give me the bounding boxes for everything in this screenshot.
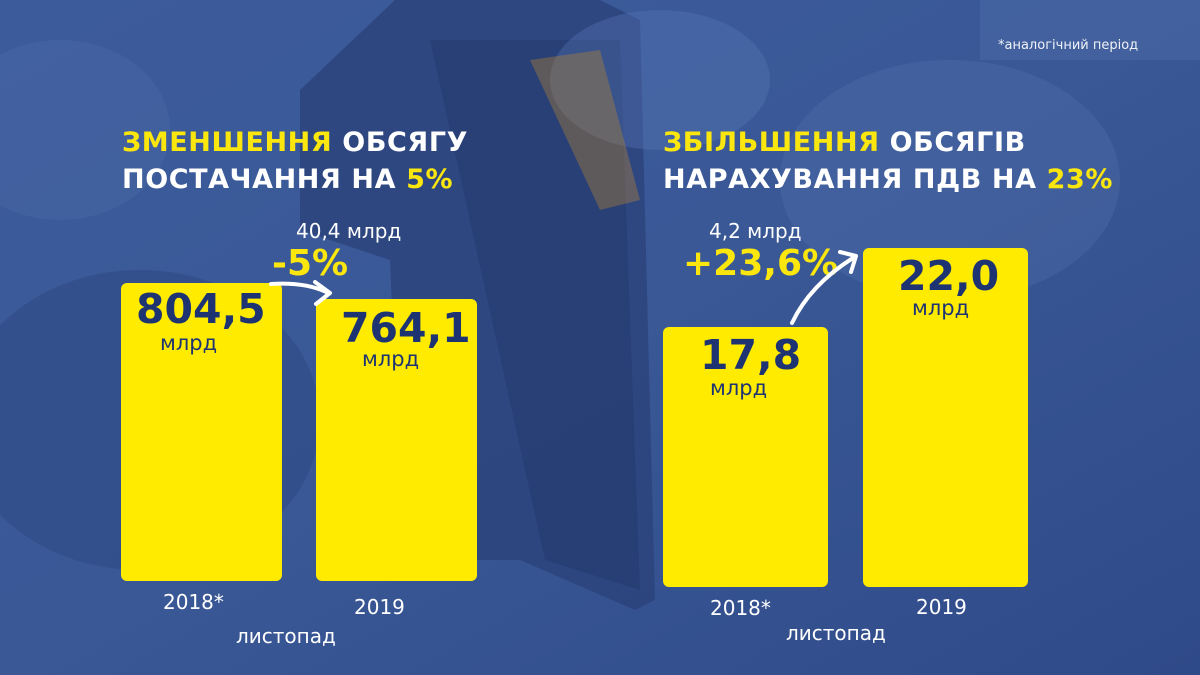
chart1-value-2018: 804,5 <box>136 285 266 333</box>
chart2-difference: 4,2 млрд <box>709 219 802 243</box>
chart1-curved-arrow-icon <box>269 280 332 306</box>
chart1-unit-2018: млрд <box>160 331 218 355</box>
chart1-title-highlight: ЗМЕНШЕННЯ <box>122 127 333 158</box>
chart2-title: ЗБІЛЬШЕННЯ ОБСЯГІВ НАРАХУВАННЯ ПДВ НА 23… <box>663 124 1113 198</box>
chart1-change: -5% <box>272 243 349 284</box>
chart1-xlabel: листопад <box>236 624 336 648</box>
footnote: *аналогічний період <box>998 38 1139 53</box>
chart2-category-2018: 2018* <box>710 596 771 620</box>
chart2-value-2019: 22,0 <box>898 252 1000 300</box>
chart2-category-2019: 2019 <box>916 595 967 619</box>
chart1-category-2018: 2018* <box>163 590 224 614</box>
chart1-title-percent: 5% <box>406 164 454 195</box>
chart2-bar-2019 <box>863 248 1028 587</box>
chart2-title-percent: 23% <box>1046 164 1114 195</box>
chart2-unit-2019: млрд <box>912 296 970 320</box>
chart1-bar-2019 <box>316 299 477 581</box>
chart1-title: ЗМЕНШЕННЯ ОБСЯГУ ПОСТАЧАННЯ НА 5% <box>122 124 468 198</box>
chart1-value-2019: 764,1 <box>341 304 471 352</box>
chart2-xlabel: листопад <box>786 621 886 645</box>
chart1-category-2019: 2019 <box>354 595 405 619</box>
chart1-title-text: ОБСЯГУ <box>332 127 469 158</box>
chart2-title-highlight: ЗБІЛЬШЕННЯ <box>663 127 880 158</box>
chart1-unit-2019: млрд <box>362 347 420 371</box>
chart1-bar-2018 <box>121 283 282 581</box>
chart2-value-2018: 17,8 <box>700 331 802 379</box>
chart1-difference: 40,4 млрд <box>296 219 402 243</box>
chart2-bar-2018 <box>663 327 828 587</box>
chart2-title-text: ОБСЯГІВ <box>879 127 1026 158</box>
chart2-unit-2018: млрд <box>710 376 768 400</box>
chart2-curved-arrow-icon <box>790 250 858 325</box>
chart2-title-text-2: НАРАХУВАННЯ ПДВ НА <box>663 164 1047 195</box>
chart2-change: +23,6% <box>683 243 839 284</box>
chart1-title-text-2: ПОСТАЧАННЯ НА <box>122 164 407 195</box>
